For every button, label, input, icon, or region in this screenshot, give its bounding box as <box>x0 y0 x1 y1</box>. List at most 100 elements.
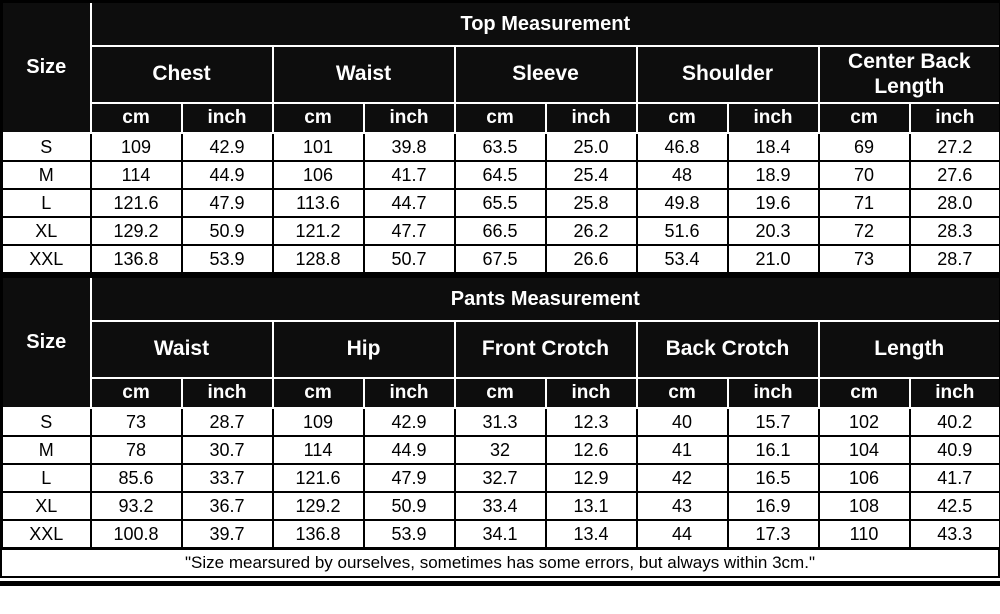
value-cell: 136.8 <box>271 519 365 550</box>
value-cell: 33.4 <box>453 491 547 521</box>
group-header-shoulder: Shoulder <box>635 45 820 104</box>
table-title-top: Top Measurement <box>89 0 1000 47</box>
size-cell: L <box>0 188 92 218</box>
value-cell: 41.7 <box>908 463 1000 493</box>
value-cell: 100.8 <box>89 519 183 550</box>
group-header-center-back-length: Center Back Length <box>817 45 1000 104</box>
value-cell: 40.2 <box>908 407 1000 437</box>
group-header-front-crotch: Front Crotch <box>453 320 638 379</box>
unit-header-inch: inch <box>908 377 1000 409</box>
value-cell: 47.7 <box>362 216 456 246</box>
value-cell: 121.6 <box>271 463 365 493</box>
size-cell: XL <box>0 216 92 246</box>
unit-header-cm: cm <box>635 102 729 134</box>
size-cell: XXL <box>0 244 92 275</box>
unit-header-cm: cm <box>453 377 547 409</box>
value-cell: 42.9 <box>362 407 456 437</box>
group-header-waist: Waist <box>271 45 456 104</box>
value-cell: 50.7 <box>362 244 456 275</box>
value-cell: 16.5 <box>726 463 820 493</box>
value-cell: 25.4 <box>544 160 638 190</box>
top-measurement-table: Size Top Measurement Chest Waist Sleeve … <box>0 0 1000 275</box>
value-cell: 46.8 <box>635 132 729 162</box>
disclaimer-note: "Size mearsured by ourselves, sometimes … <box>0 550 1000 578</box>
value-cell: 19.6 <box>726 188 820 218</box>
unit-header-inch: inch <box>544 102 638 134</box>
value-cell: 16.9 <box>726 491 820 521</box>
value-cell: 15.7 <box>726 407 820 437</box>
value-cell: 70 <box>817 160 911 190</box>
value-cell: 12.9 <box>544 463 638 493</box>
unit-header-inch: inch <box>362 377 456 409</box>
value-cell: 39.8 <box>362 132 456 162</box>
unit-header-cm: cm <box>89 377 183 409</box>
value-cell: 108 <box>817 491 911 521</box>
value-cell: 17.3 <box>726 519 820 550</box>
value-cell: 39.7 <box>180 519 274 550</box>
value-cell: 43.3 <box>908 519 1000 550</box>
group-header-back-crotch: Back Crotch <box>635 320 820 379</box>
unit-header-cm: cm <box>635 377 729 409</box>
group-header-waist: Waist <box>89 320 274 379</box>
table-row: M 114 44.9 106 41.7 64.5 25.4 48 18.9 70 27.6 <box>0 160 1000 190</box>
value-cell: 27.6 <box>908 160 1000 190</box>
value-cell: 41 <box>635 435 729 465</box>
size-cell: M <box>0 435 92 465</box>
value-cell: 36.7 <box>180 491 274 521</box>
value-cell: 44 <box>635 519 729 550</box>
value-cell: 102 <box>817 407 911 437</box>
value-cell: 44.9 <box>362 435 456 465</box>
unit-header-cm: cm <box>453 102 547 134</box>
value-cell: 53.9 <box>362 519 456 550</box>
value-cell: 32.7 <box>453 463 547 493</box>
unit-header-cm: cm <box>817 377 911 409</box>
value-cell: 44.9 <box>180 160 274 190</box>
table-row: M 78 30.7 114 44.9 32 12.6 41 16.1 104 40.9 <box>0 435 1000 465</box>
size-cell: S <box>0 132 92 162</box>
value-cell: 28.3 <box>908 216 1000 246</box>
value-cell: 27.2 <box>908 132 1000 162</box>
value-cell: 13.1 <box>544 491 638 521</box>
value-cell: 31.3 <box>453 407 547 437</box>
value-cell: 32 <box>453 435 547 465</box>
value-cell: 47.9 <box>362 463 456 493</box>
value-cell: 121.6 <box>89 188 183 218</box>
value-cell: 109 <box>271 407 365 437</box>
value-cell: 44.7 <box>362 188 456 218</box>
table-row: XXL 136.8 53.9 128.8 50.7 67.5 26.6 53.4 21.0 73 2… <box>0 244 1000 275</box>
value-cell: 129.2 <box>89 216 183 246</box>
value-cell: 25.0 <box>544 132 638 162</box>
unit-header-inch: inch <box>180 377 274 409</box>
value-cell: 69 <box>817 132 911 162</box>
value-cell: 114 <box>89 160 183 190</box>
value-cell: 50.9 <box>362 491 456 521</box>
size-column-header: Size <box>0 275 92 409</box>
value-cell: 106 <box>271 160 365 190</box>
value-cell: 67.5 <box>453 244 547 275</box>
value-cell: 51.6 <box>635 216 729 246</box>
group-header-length: Length <box>817 320 1000 379</box>
value-cell: 129.2 <box>271 491 365 521</box>
value-cell: 40.9 <box>908 435 1000 465</box>
value-cell: 121.2 <box>271 216 365 246</box>
size-cell: XXL <box>0 519 92 550</box>
value-cell: 136.8 <box>89 244 183 275</box>
value-cell: 128.8 <box>271 244 365 275</box>
bottom-border-bar <box>0 581 1000 586</box>
value-cell: 18.4 <box>726 132 820 162</box>
value-cell: 53.9 <box>180 244 274 275</box>
size-cell: S <box>0 407 92 437</box>
table-row: L 85.6 33.7 121.6 47.9 32.7 12.9 42 16.5 106 41.7 <box>0 463 1000 493</box>
value-cell: 18.9 <box>726 160 820 190</box>
value-cell: 73 <box>89 407 183 437</box>
value-cell: 104 <box>817 435 911 465</box>
value-cell: 114 <box>271 435 365 465</box>
value-cell: 106 <box>817 463 911 493</box>
value-cell: 43 <box>635 491 729 521</box>
group-header-sleeve: Sleeve <box>453 45 638 104</box>
value-cell: 41.7 <box>362 160 456 190</box>
table-row: S 109 42.9 101 39.8 63.5 25.0 46.8 18.4 69 27.2 <box>0 132 1000 162</box>
value-cell: 113.6 <box>271 188 365 218</box>
value-cell: 26.6 <box>544 244 638 275</box>
unit-header-cm: cm <box>271 102 365 134</box>
